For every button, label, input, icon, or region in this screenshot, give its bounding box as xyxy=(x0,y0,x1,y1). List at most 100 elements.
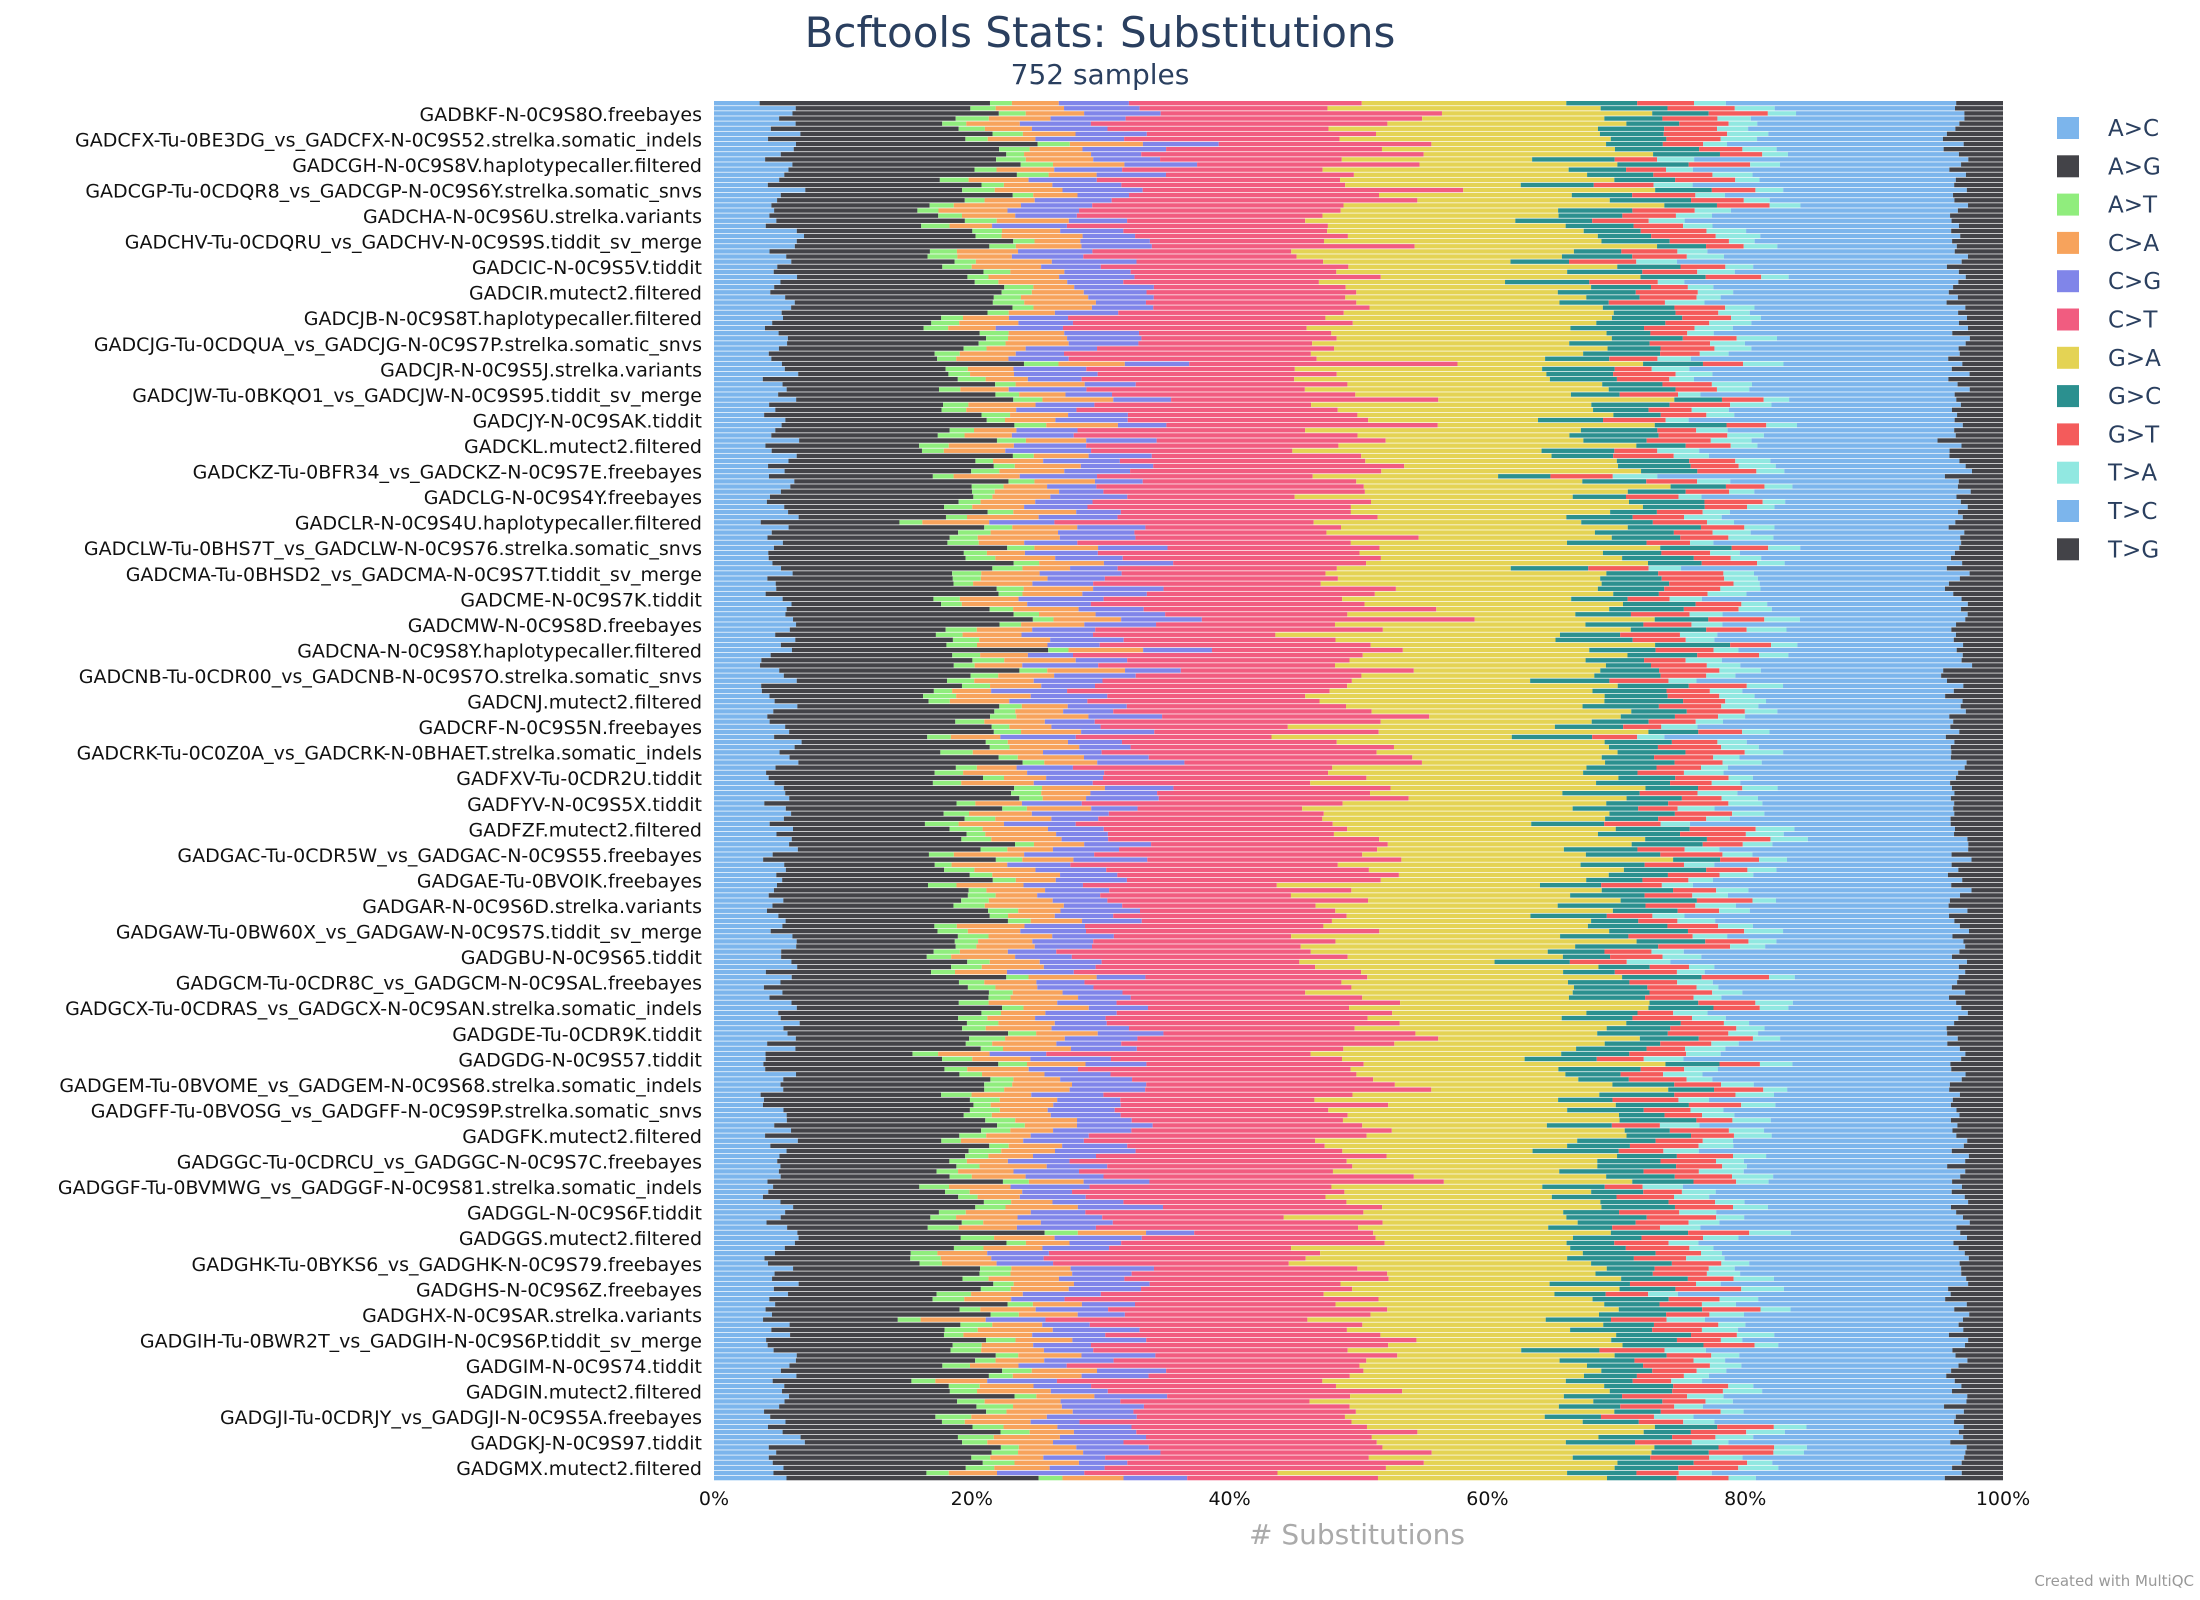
legend-swatch[interactable] xyxy=(2057,346,2079,369)
bar-row xyxy=(714,341,2003,346)
bar-segment xyxy=(988,908,1019,913)
bar-segment xyxy=(1091,944,1301,949)
legend-swatch[interactable] xyxy=(2057,423,2079,446)
legend-label[interactable]: T>A xyxy=(2107,461,2157,487)
bar-segment xyxy=(1742,1455,1965,1460)
legend-label[interactable]: G>C xyxy=(2108,384,2161,410)
legend-swatch[interactable] xyxy=(2057,231,2079,254)
bar-segment xyxy=(986,888,1046,893)
bar-segment xyxy=(1746,591,1954,597)
bar-segment xyxy=(1076,213,1323,218)
bar-segment xyxy=(1605,663,1651,668)
bar-segment xyxy=(1713,755,1740,760)
legend-label[interactable]: C>A xyxy=(2108,231,2159,257)
bar-segment xyxy=(1022,1291,1101,1297)
legend-swatch[interactable] xyxy=(2057,117,2079,139)
legend-item[interactable]: G>C xyxy=(2057,384,2161,410)
legend-swatch[interactable] xyxy=(2057,308,2079,331)
legend-label[interactable]: C>T xyxy=(2108,308,2158,334)
bar-segment xyxy=(1948,581,2003,586)
bar-segment xyxy=(1106,867,1369,873)
bar-segment xyxy=(798,515,946,520)
bar-segment xyxy=(772,561,1014,566)
legend-item[interactable]: A>T xyxy=(2057,193,2158,219)
bar-row xyxy=(714,647,2003,653)
legend-label[interactable]: A>C xyxy=(2108,116,2159,142)
legend-item[interactable]: C>G xyxy=(2057,269,2161,295)
legend-label[interactable]: G>A xyxy=(2108,346,2161,372)
sample-label: GADGEM-Tu-0BVOME_vs_GADGEM-N-0C9S68.stre… xyxy=(59,1075,702,1097)
legend-item[interactable]: G>T xyxy=(2057,422,2160,448)
legend-item[interactable]: A>G xyxy=(2057,154,2161,180)
bar-row xyxy=(714,980,2003,985)
bar-segment xyxy=(1610,954,1663,959)
legend-item[interactable]: T>A xyxy=(2057,461,2157,487)
legend-item[interactable]: T>G xyxy=(2057,537,2159,563)
bar-segment xyxy=(1072,1189,1345,1195)
bar-segment xyxy=(714,1072,797,1077)
bar-segment xyxy=(1119,847,1378,852)
bar-segment xyxy=(1697,290,1734,295)
legend-item[interactable]: T>C xyxy=(2057,499,2157,525)
legend-item[interactable]: G>A xyxy=(2057,346,2161,372)
legend-swatch[interactable] xyxy=(2057,461,2079,484)
bar-segment xyxy=(1053,1128,1132,1133)
legend-label[interactable]: T>C xyxy=(2107,499,2157,525)
bar-segment xyxy=(998,279,1068,285)
bar-segment xyxy=(1047,668,1126,673)
legend-item[interactable]: A>C xyxy=(2057,116,2159,142)
bar-segment xyxy=(1758,1297,1946,1302)
legend-label[interactable]: A>T xyxy=(2108,193,2158,219)
bar-segment xyxy=(761,683,962,689)
bar-segment xyxy=(1655,1251,1701,1256)
bar-segment xyxy=(1137,806,1303,811)
bar-segment xyxy=(1027,377,1082,382)
bar-segment xyxy=(1559,1169,1644,1174)
bar-segment xyxy=(785,867,945,873)
bar-segment xyxy=(773,269,984,275)
bar-segment xyxy=(1644,658,1686,663)
bar-row xyxy=(714,1455,2003,1460)
bar-segment xyxy=(1950,755,2003,760)
legend[interactable]: A>C A>G A>T C>A C>G C>T G>A G>C G>T T>A T>C T>G xyxy=(2057,116,2161,563)
bar-segment xyxy=(1667,1031,1729,1036)
bar-segment xyxy=(1069,1159,1347,1164)
bar-segment xyxy=(714,980,781,985)
legend-swatch[interactable] xyxy=(2057,155,2079,178)
bar-segment xyxy=(782,540,948,545)
bar-segment xyxy=(714,433,772,438)
legend-swatch[interactable] xyxy=(2057,193,2079,216)
bar-segment xyxy=(1682,315,1732,321)
bar-segment xyxy=(799,438,997,443)
legend-swatch[interactable] xyxy=(2057,538,2079,561)
bar-segment xyxy=(1583,438,1647,443)
bar-segment xyxy=(1022,131,1076,137)
legend-item[interactable]: C>T xyxy=(2057,308,2158,334)
bar-segment xyxy=(1713,540,1962,545)
legend-swatch[interactable] xyxy=(2057,270,2079,293)
legend-swatch[interactable] xyxy=(2057,385,2079,408)
legend-item[interactable]: C>A xyxy=(2057,231,2159,257)
bar-segment xyxy=(1622,555,1694,561)
sample-label: GADGFK.mutect2.filtered xyxy=(462,1126,702,1148)
legend-label[interactable]: G>T xyxy=(2108,422,2160,448)
legend-label[interactable]: C>G xyxy=(2108,269,2161,295)
legend-label[interactable]: A>G xyxy=(2108,154,2161,180)
bar-segment xyxy=(797,274,968,280)
bar-segment xyxy=(1955,433,2003,438)
bar-segment xyxy=(1744,1215,1963,1220)
bar-segment xyxy=(714,218,777,223)
bar-segment xyxy=(1510,566,1589,571)
bar-segment xyxy=(714,1056,766,1062)
legend-swatch[interactable] xyxy=(2057,500,2079,522)
sample-label: GADGIN.mutect2.filtered xyxy=(466,1382,702,1404)
bar-segment xyxy=(985,739,1008,745)
bar-segment xyxy=(1706,1271,1741,1276)
bar-segment xyxy=(801,739,986,745)
bar-segment xyxy=(1065,392,1113,397)
bar-segment xyxy=(1036,980,1085,985)
bar-segment xyxy=(1156,622,1335,627)
bar-segment xyxy=(1334,622,1586,627)
legend-label[interactable]: T>G xyxy=(2107,537,2159,563)
bar-segment xyxy=(1715,1435,1754,1440)
